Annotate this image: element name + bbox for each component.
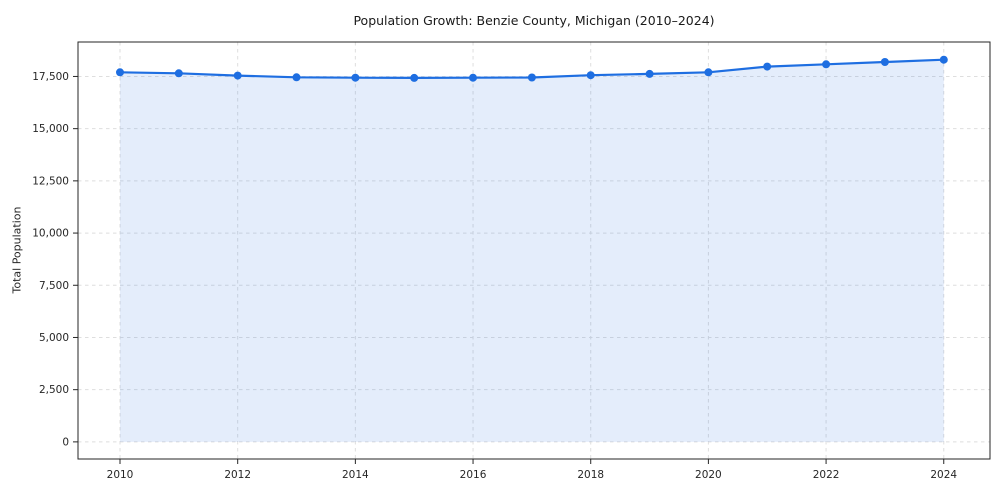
y-tick-label: 2,500 bbox=[39, 384, 69, 396]
data-point bbox=[174, 69, 183, 78]
data-point bbox=[410, 73, 419, 82]
data-point bbox=[645, 69, 654, 78]
data-point bbox=[233, 71, 242, 80]
y-tick-label: 5,000 bbox=[39, 332, 69, 344]
y-tick-label: 7,500 bbox=[39, 280, 69, 292]
x-tick-label: 2024 bbox=[930, 469, 957, 481]
x-tick-label: 2020 bbox=[695, 469, 722, 481]
plot-border bbox=[77, 41, 991, 460]
area-fill bbox=[120, 59, 944, 442]
data-point bbox=[704, 68, 713, 77]
x-tick-label: 2016 bbox=[460, 469, 487, 481]
x-tick-label: 2010 bbox=[107, 469, 134, 481]
y-tick-label: 15,000 bbox=[32, 123, 69, 135]
y-tick-label: 17,500 bbox=[32, 71, 69, 83]
data-point bbox=[939, 55, 948, 64]
data-point bbox=[469, 73, 477, 82]
y-tick-label: 12,500 bbox=[32, 175, 69, 187]
data-point bbox=[586, 71, 595, 80]
data-point bbox=[292, 73, 301, 82]
x-tick-label: 2018 bbox=[577, 469, 604, 481]
data-point bbox=[116, 68, 124, 77]
chart-title: Population Growth: Benzie County, Michig… bbox=[353, 13, 715, 28]
data-point bbox=[763, 62, 772, 71]
data-point bbox=[880, 58, 889, 66]
y-tick-label: 0 bbox=[62, 436, 69, 448]
data-point bbox=[351, 73, 360, 82]
x-tick-label: 2022 bbox=[813, 469, 840, 481]
y-tick-label: 10,000 bbox=[32, 228, 69, 240]
x-tick-label: 2014 bbox=[342, 469, 369, 481]
data-point bbox=[527, 73, 536, 82]
data-point bbox=[822, 60, 831, 69]
x-tick-label: 2012 bbox=[224, 469, 251, 481]
